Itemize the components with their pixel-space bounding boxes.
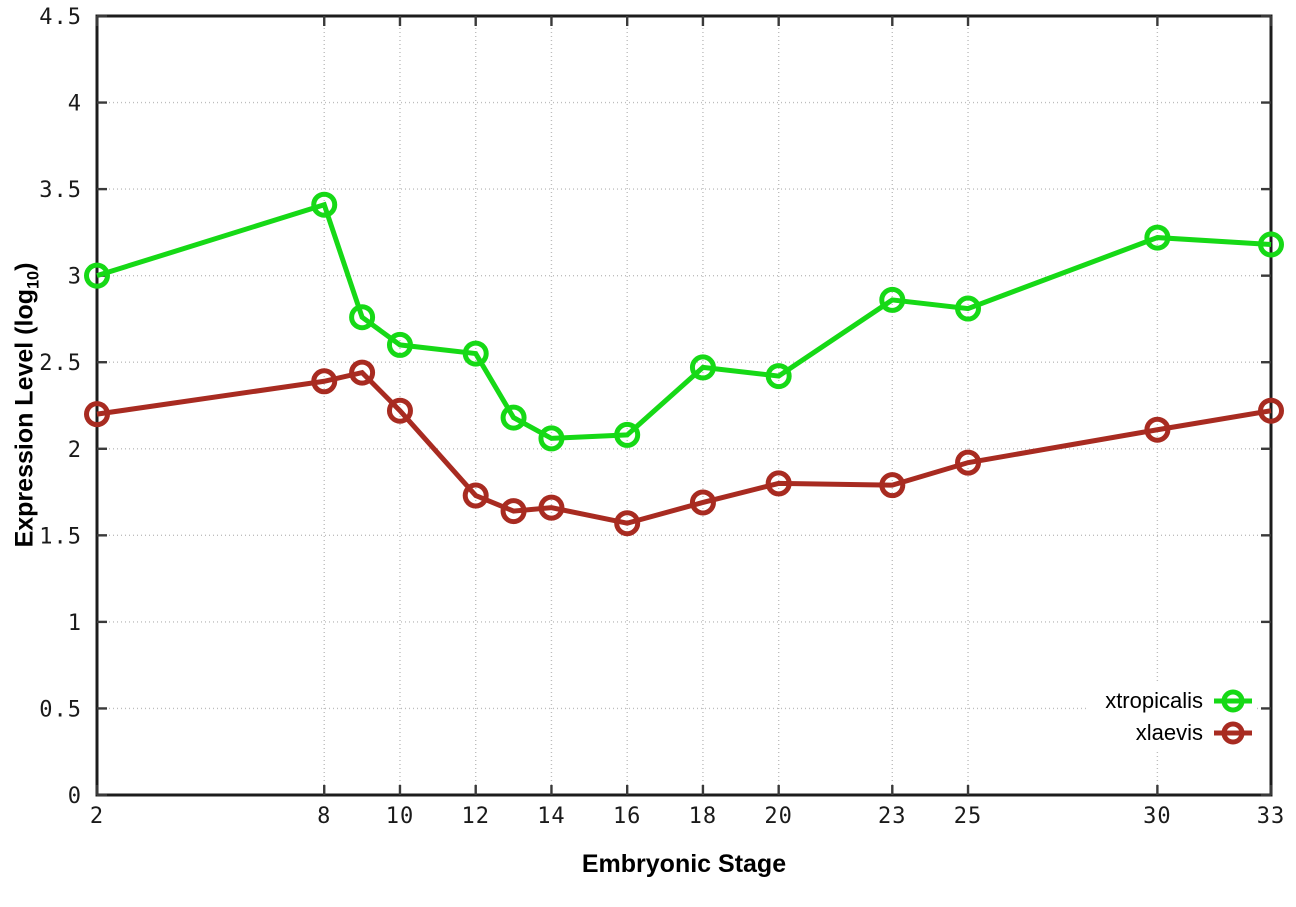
open-circle-line-icon <box>1214 689 1252 713</box>
x-tick-label: 33 <box>1257 804 1286 829</box>
x-tick-label: 23 <box>878 804 907 829</box>
y-tick-label: 4.5 <box>39 5 82 30</box>
y-tick-label: 1 <box>68 611 82 636</box>
data-point-xtropicalis <box>84 262 110 289</box>
data-point-xtropicalis <box>1144 224 1171 251</box>
x-tick-label: 10 <box>386 804 415 829</box>
y-tick-label: 3 <box>68 265 82 290</box>
data-point-xlaevis <box>84 401 110 428</box>
y-tick-label: 3.5 <box>39 178 82 203</box>
legend-label: xtropicalis <box>1105 688 1203 713</box>
data-point-xtropicalis <box>386 331 413 358</box>
data-point-xtropicalis <box>349 304 376 331</box>
series-line-xlaevis <box>96 369 1272 526</box>
x-tick-label: 12 <box>461 804 490 829</box>
plot-border <box>95 14 1273 797</box>
y-tick-label: 4 <box>68 92 82 117</box>
open-circle-line-icon <box>1214 721 1252 745</box>
legend-item-xtropicalis: xtropicalis <box>1105 685 1254 717</box>
data-point-xlaevis <box>765 470 792 497</box>
x-tick-label: 25 <box>954 804 983 829</box>
x-tick-label: 16 <box>613 804 642 829</box>
x-tick-label: 8 <box>317 804 331 829</box>
data-point-xlaevis <box>1258 397 1284 424</box>
legend: xtropicalis xlaevis <box>1089 684 1256 750</box>
y-axis-title-text: Expression Level (log <box>10 288 39 548</box>
data-point-xtropicalis <box>955 295 982 322</box>
series-line-xtropicalis <box>96 201 1272 441</box>
y-tick-label: 1.5 <box>39 524 82 549</box>
data-point-xlaevis <box>538 494 565 521</box>
y-axis-title: Expression Level (log10) <box>11 263 44 548</box>
data-point-xtropicalis <box>462 340 489 367</box>
y-tick-label: 0.5 <box>39 697 82 722</box>
data-point-xtropicalis <box>765 363 792 390</box>
y-tick-label: 2 <box>68 438 82 463</box>
legend-item-xlaevis: xlaevis <box>1105 717 1254 749</box>
data-point-xlaevis <box>500 498 527 525</box>
data-point-xlaevis <box>311 368 338 395</box>
y-tick-label: 2.5 <box>39 351 82 376</box>
y-axis-title-suffix: ) <box>10 262 39 271</box>
x-tick-label: 2 <box>90 804 104 829</box>
data-point-xtropicalis <box>614 421 641 448</box>
data-point-xlaevis <box>462 482 489 509</box>
x-axis-title: Embryonic Stage <box>581 850 787 878</box>
x-tick-label: 20 <box>764 804 793 829</box>
legend-label: xlaevis <box>1135 720 1203 745</box>
y-axis-title-subscript: 10 <box>24 270 43 289</box>
data-point-xtropicalis <box>538 425 565 452</box>
y-tick-label: 0 <box>68 784 82 809</box>
data-point-xlaevis <box>614 510 641 537</box>
data-point-xtropicalis <box>879 286 906 313</box>
x-tick-label: 18 <box>689 804 718 829</box>
data-point-xtropicalis <box>1258 231 1284 258</box>
data-point-xtropicalis <box>500 404 527 431</box>
data-point-xlaevis <box>955 449 982 476</box>
data-point-xlaevis <box>1144 416 1171 443</box>
data-point-xlaevis <box>879 472 906 499</box>
data-point-xtropicalis <box>689 354 716 381</box>
x-tick-label: 14 <box>537 804 566 829</box>
data-point-xtropicalis <box>311 191 338 218</box>
x-tick-label: 30 <box>1143 804 1172 829</box>
data-point-xlaevis <box>689 489 716 516</box>
data-point-xlaevis <box>386 397 413 424</box>
data-point-xlaevis <box>349 359 376 386</box>
